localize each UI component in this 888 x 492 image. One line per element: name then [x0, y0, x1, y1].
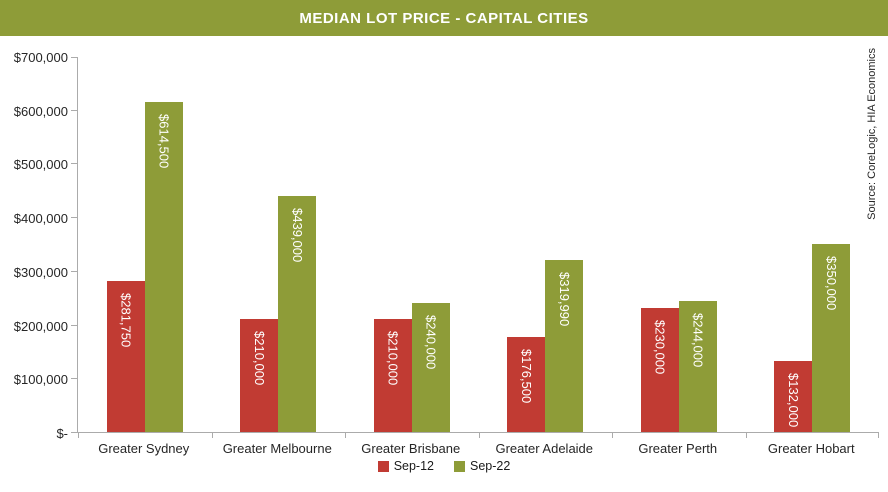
- bar-value-label: $176,500: [518, 349, 534, 404]
- bar-group-greater-perth: $230,000 $244,000: [612, 56, 746, 432]
- x-category-label: Greater Melbourne: [222, 441, 332, 456]
- bar-sep-22-greater-sydney: $614,500: [144, 101, 183, 432]
- bar-value-label: $319,990: [556, 272, 572, 327]
- x-category-label: Greater Hobart: [767, 441, 855, 456]
- x-category-label: Greater Perth: [638, 441, 718, 456]
- y-tick-label: $300,000: [13, 264, 68, 280]
- y-axis-tick: [71, 57, 78, 58]
- bar-value-label: $132,000: [785, 373, 801, 428]
- y-tick-label: $500,000: [13, 157, 68, 173]
- legend-item-sep-22: Sep-22: [454, 459, 510, 473]
- bar-value-label: $210,000: [385, 331, 401, 386]
- bar-sep-12-greater-brisbane: $210,000: [373, 319, 412, 432]
- y-tick-label: $600,000: [13, 103, 68, 119]
- y-axis-tick: [71, 270, 78, 272]
- bar-value-label: $230,000: [652, 320, 668, 375]
- bar-group-greater-hobart: $132,000 $350,000: [746, 56, 880, 432]
- bar-value-label: $350,000: [823, 256, 839, 311]
- bar-sep-22-greater-brisbane: $240,000: [411, 303, 450, 432]
- y-tick-label: $700,000: [13, 50, 68, 65]
- legend-label: Sep-22: [470, 459, 511, 473]
- chart-title-bar: MEDIAN LOT PRICE - CAPITAL CITIES: [0, 0, 888, 36]
- x-axis-tick: [478, 432, 480, 438]
- x-axis-tick: [211, 432, 213, 438]
- x-axis-tick: [345, 432, 346, 438]
- bar-group-greater-sydney: $281,750 $614,500: [78, 56, 212, 432]
- plot-area: $281,750 $614,500 $210,000 $439,000 $210,000…: [71, 56, 880, 438]
- bar-value-label: $439,000: [289, 208, 305, 263]
- x-axis-tick: [745, 432, 747, 438]
- x-axis-tick: [78, 432, 79, 438]
- bar-sep-22-greater-hobart: $350,000: [812, 244, 851, 432]
- bar-sep-22-greater-melbourne: $439,000: [278, 196, 317, 432]
- bar-sep-12-greater-melbourne: $210,000: [240, 319, 279, 432]
- x-category-label: Greater Sydney: [98, 441, 190, 456]
- legend-swatch-icon: [454, 460, 465, 472]
- bar-value-label: $281,750: [118, 292, 134, 347]
- x-axis-tick: [612, 432, 613, 438]
- bar-sep-22-greater-adelaide: $319,990: [545, 260, 584, 432]
- legend: Sep-12 Sep-22: [0, 459, 888, 473]
- bar-sep-12-greater-sydney: $281,750: [106, 280, 145, 432]
- y-tick-label: $100,000: [13, 372, 68, 388]
- bar-value-label: $210,000: [251, 331, 267, 386]
- y-axis-tick: [71, 378, 78, 380]
- y-tick-label: $-: [56, 426, 68, 441]
- legend-swatch-icon: [377, 460, 389, 472]
- y-axis-tick: [71, 109, 78, 111]
- bar-sep-12-greater-adelaide: $176,500: [507, 337, 546, 432]
- legend-item-sep-12: Sep-12: [377, 459, 434, 473]
- y-tick-label: $200,000: [13, 318, 68, 334]
- bar-value-label: $240,000: [423, 315, 439, 370]
- x-category-label: Greater Adelaide: [495, 441, 594, 456]
- y-axis-tick: [71, 324, 78, 326]
- bar-sep-12-greater-hobart: $132,000: [774, 361, 813, 432]
- x-axis-tick: [878, 432, 879, 438]
- chart-title: MEDIAN LOT PRICE - CAPITAL CITIES: [299, 9, 589, 27]
- y-axis-tick: [71, 432, 78, 433]
- y-axis-tick: [71, 217, 78, 219]
- x-category-label: Greater Brisbane: [361, 441, 461, 456]
- bar-sep-22-greater-perth: $244,000: [678, 300, 717, 432]
- y-axis-tick: [71, 163, 78, 165]
- bar-value-label: $614,500: [156, 113, 172, 169]
- y-tick-label: $400,000: [13, 211, 68, 227]
- source-note: Source: CoreLogic, HIA Economics: [866, 48, 878, 220]
- bar-group-greater-brisbane: $210,000 $240,000: [345, 56, 479, 432]
- bar-group-greater-melbourne: $210,000 $439,000: [212, 56, 346, 432]
- bar-group-greater-adelaide: $176,500 $319,990: [479, 56, 613, 432]
- legend-label: Sep-12: [393, 459, 434, 473]
- bar-sep-12-greater-perth: $230,000: [640, 308, 679, 432]
- bar-value-label: $244,000: [690, 312, 706, 368]
